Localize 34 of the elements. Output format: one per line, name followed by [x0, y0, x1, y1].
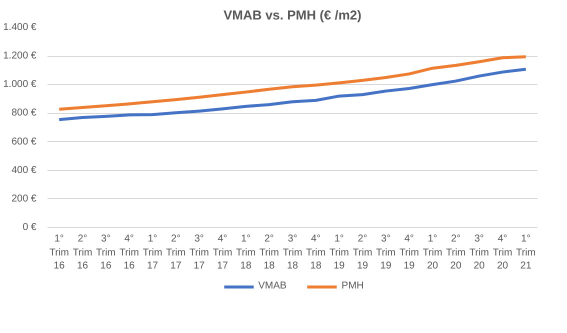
y-tick-label: 1.000 € [3, 79, 37, 90]
category-label: 3° Trim 19 [376, 234, 396, 272]
category-label: 1° Trim 19 [329, 234, 349, 272]
y-tick-label: 800 € [11, 108, 37, 119]
category-label: 1° Trim 21 [516, 234, 536, 272]
category-label: 2° Trim 20 [446, 234, 466, 272]
legend-label: PMH [342, 280, 364, 292]
category-label: 3° Trim 16 [96, 234, 116, 272]
chart-title: VMAB vs. PMH (€ /m2) [224, 8, 362, 22]
y-tick-label: 200 € [11, 193, 37, 204]
y-tick-label: 0 € [22, 222, 37, 233]
category-label: 4° Trim 19 [399, 234, 419, 272]
category-label: 1° Trim 20 [422, 234, 442, 272]
y-tick-label: 400 € [11, 164, 37, 176]
category-label: 2° Trim 17 [166, 234, 186, 272]
category-label: 1° Trim 16 [49, 234, 69, 272]
category-label: 1° Trim 17 [142, 234, 162, 272]
category-label: 2° Trim 18 [259, 234, 279, 272]
category-label: 4° Trim 17 [212, 234, 232, 272]
category-label: 2° Trim 16 [72, 234, 92, 272]
category-label: 4° Trim 20 [492, 234, 512, 272]
category-label: 4° Trim 18 [306, 234, 326, 272]
category-label: 3° Trim 17 [189, 234, 209, 272]
y-tick-label: 600 € [11, 136, 37, 148]
line-series [58, 68, 528, 122]
category-label: 4° Trim 16 [119, 234, 139, 272]
y-tick-label: 1.200 € [3, 50, 37, 62]
category-label: 3° Trim 18 [282, 234, 302, 272]
category-label: 3° Trim 20 [469, 234, 489, 272]
category-label: 2° Trim 19 [352, 234, 372, 272]
line-series [58, 55, 528, 111]
category-label: 1° Trim 18 [236, 234, 256, 272]
legend-label: VMAB [258, 280, 287, 292]
y-tick-label: 1.400 € [3, 22, 37, 33]
